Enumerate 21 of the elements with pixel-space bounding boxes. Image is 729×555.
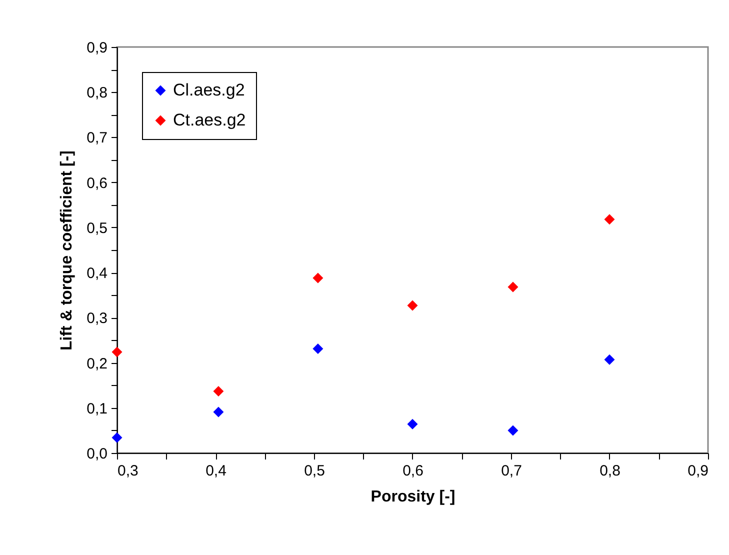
y-tick-label: 0,9	[86, 40, 108, 56]
y-tick-label: 0,7	[86, 130, 108, 147]
x-tick-label: 0,7	[501, 462, 522, 480]
x-tick-label: 0,9	[688, 462, 708, 480]
y-tick-label: 0,1	[86, 400, 108, 418]
y-tick-label: 0,6	[86, 174, 108, 192]
x-tick-label: 0,4	[206, 462, 226, 480]
y-tick-label: 0,2	[86, 355, 108, 372]
legend-label: Cl.aes.g2	[173, 80, 245, 100]
y-axis-title: Lift & torque coefficient [-]	[58, 150, 76, 350]
y-tick-label: 0,8	[86, 84, 108, 102]
y-tick-label: 0,0	[86, 446, 108, 462]
x-tick-label: 0,5	[304, 462, 325, 480]
x-tick-label: 0,6	[402, 462, 424, 480]
y-tick-label: 0,3	[86, 310, 108, 328]
legend-label: Ct.aes.g2	[173, 110, 246, 130]
y-tick-label: 0,5	[86, 220, 108, 237]
y-tick-label: 0,4	[86, 265, 108, 282]
x-axis-title: Porosity [-]	[370, 488, 456, 506]
x-tick-label: 0,8	[600, 462, 620, 480]
x-tick-label: 0,3	[118, 462, 138, 480]
